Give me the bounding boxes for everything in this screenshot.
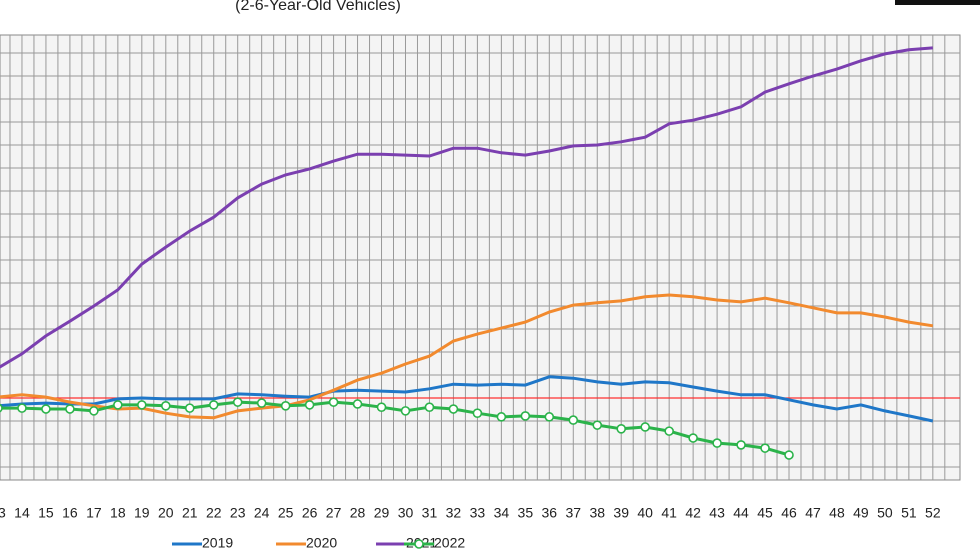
point	[424, 402, 435, 413]
point	[640, 422, 650, 432]
x-tick-label: 25	[278, 505, 294, 521]
point	[280, 401, 291, 411]
x-tick-label: 26	[302, 505, 318, 521]
point	[448, 404, 459, 414]
x-tick-label: 31	[422, 505, 438, 521]
x-tick-label: 24	[254, 505, 270, 521]
point	[113, 400, 123, 410]
legend-item: 2019	[172, 535, 233, 551]
x-tick-label: 51	[901, 505, 917, 521]
legend-label: 2019	[202, 535, 233, 551]
point	[496, 412, 507, 422]
legend-item: 2022	[404, 535, 465, 551]
x-tick-label: 43	[709, 505, 725, 521]
series-line	[0, 375, 934, 423]
x-tick-label: 36	[542, 505, 558, 521]
x-tick-label: 38	[589, 505, 605, 521]
x-tick-label: 33	[470, 505, 486, 521]
point	[41, 404, 51, 414]
x-tick-label: 15	[38, 505, 54, 521]
x-tick-label: 46	[781, 505, 797, 521]
chart-subtitle: (2-6-Year-Old Vehicles)	[235, 0, 401, 14]
point	[784, 450, 794, 460]
x-tick-label: 44	[733, 505, 749, 521]
legend-label: 2020	[306, 535, 337, 551]
legend-item: 2020	[276, 535, 337, 551]
series-line	[0, 293, 934, 420]
point	[65, 404, 75, 414]
point	[712, 438, 722, 448]
point	[89, 406, 99, 416]
point	[232, 397, 243, 407]
x-tick-label: 50	[877, 505, 893, 521]
x-tick-label: 19	[134, 505, 150, 521]
point	[184, 403, 195, 413]
point	[760, 443, 770, 453]
point	[544, 412, 555, 422]
x-tick-label: 32	[446, 505, 462, 521]
point	[328, 397, 339, 407]
point	[0, 403, 3, 413]
point	[520, 411, 531, 421]
point	[616, 424, 627, 434]
legend-marker	[414, 539, 424, 549]
window-edge	[895, 0, 980, 5]
x-tick-label: 27	[326, 505, 342, 521]
x-tick-label: 49	[853, 505, 869, 521]
x-tick-label: 40	[637, 505, 653, 521]
x-tick-label: 20	[158, 505, 174, 521]
x-tick-label: 42	[685, 505, 701, 521]
x-tick-label: 29	[374, 505, 390, 521]
x-tick-label: 30	[398, 505, 414, 521]
point	[160, 401, 171, 411]
x-tick-label: 18	[110, 505, 126, 521]
x-tick-label: 22	[206, 505, 222, 521]
x-tick-label: 34	[494, 505, 510, 521]
point	[352, 399, 363, 409]
point	[592, 420, 603, 430]
point	[137, 400, 147, 410]
legend-label: 2022	[434, 535, 465, 551]
point	[376, 402, 387, 413]
point	[736, 440, 746, 450]
x-tick-label: 39	[613, 505, 629, 521]
point	[256, 398, 267, 408]
series-line	[0, 46, 933, 369]
x-tick-label: 47	[805, 505, 821, 521]
x-tick-label: 41	[661, 505, 677, 521]
point	[568, 415, 579, 425]
x-tick-label: 14	[14, 505, 30, 521]
x-tick-label: 35	[518, 505, 534, 521]
x-tick-label: 17	[86, 505, 102, 521]
x-tick-label: 52	[925, 505, 941, 521]
point	[208, 400, 219, 410]
series-line	[0, 400, 790, 457]
point	[400, 406, 411, 416]
x-tick-label: 45	[757, 505, 773, 521]
x-tick-label: 21	[182, 505, 198, 521]
point	[17, 403, 27, 413]
x-tick-label: 23	[230, 505, 246, 521]
x-tick-label: 16	[62, 505, 78, 521]
point	[688, 433, 698, 443]
x-tick-label: 28	[350, 505, 366, 521]
point	[304, 400, 315, 410]
point	[472, 408, 483, 418]
point	[664, 426, 674, 436]
x-tick-label: 37	[565, 505, 581, 521]
x-tick-label: 13	[0, 505, 6, 521]
x-tick-label: 48	[829, 505, 845, 521]
